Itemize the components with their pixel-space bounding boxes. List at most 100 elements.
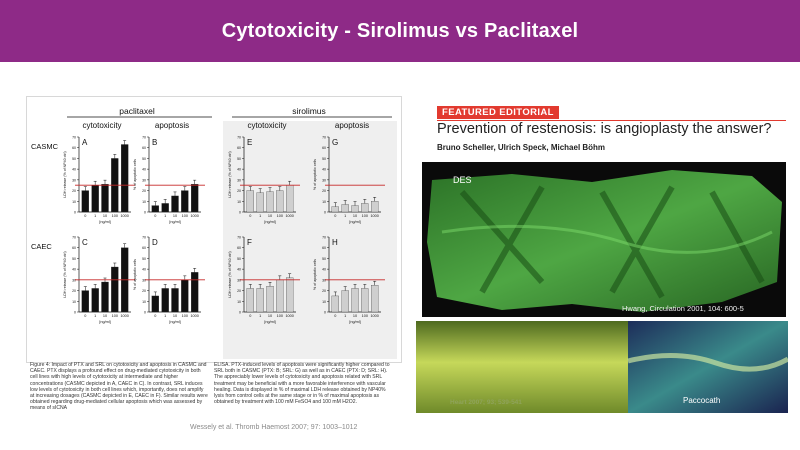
x-tick-label: 0 (154, 214, 156, 218)
figure-panel: paclitaxel sirolimus cytotoxicity apopto… (26, 96, 402, 363)
bar (121, 144, 129, 213)
x-tick-label: 10 (268, 314, 272, 318)
y-tick-label: 50 (142, 157, 146, 161)
citation-wessely: Wessely et al. Thromb Haemost 2007; 97: … (190, 424, 358, 431)
x-axis-label: [ng/ml] (349, 320, 360, 324)
y-tick-label: 70 (237, 136, 241, 140)
bar (91, 288, 99, 313)
hwang-citation: Hwang, Circulation 2001, 104: 600-5 (622, 304, 744, 313)
bar (361, 203, 369, 213)
y-tick-label: 30 (237, 178, 241, 182)
y-tick-label: 10 (142, 300, 146, 304)
bar (246, 288, 254, 313)
y-tick-label: 60 (142, 146, 146, 150)
y-tick-label: 10 (237, 300, 241, 304)
x-tick-label: 1000 (120, 314, 128, 318)
caption-right-column: ELISA. PTX-induced levels of apoptosis w… (214, 362, 390, 406)
y-tick-label: 50 (142, 257, 146, 261)
y-tick-label: 10 (72, 200, 76, 204)
paccocath-vessel-image (416, 321, 788, 413)
y-tick-label: 0 (239, 211, 241, 215)
x-tick-label: 1 (259, 214, 261, 218)
y-tick-label: 70 (72, 236, 76, 240)
x-tick-label: 100 (277, 214, 283, 218)
y-axis-label: % of apoptotic cells (313, 259, 317, 290)
y-tick-label: 50 (237, 257, 241, 261)
y-tick-label: 10 (72, 300, 76, 304)
caption-left-column: Figure 4: Impact of PTX and SRL on cytot… (30, 362, 208, 412)
x-axis-label: [ng/ml] (99, 320, 110, 324)
bar (286, 185, 294, 213)
bar (286, 277, 294, 313)
x-tick-label: 1 (164, 214, 166, 218)
y-tick-label: 40 (142, 268, 146, 272)
y-axis-label: LDH release (% of NP40 ctrl) (228, 251, 232, 297)
y-tick-label: 70 (322, 236, 326, 240)
y-tick-label: 0 (144, 211, 146, 215)
x-tick-label: 1 (259, 314, 261, 318)
y-tick-label: 60 (237, 146, 241, 150)
y-tick-label: 20 (142, 289, 146, 293)
y-tick-label: 10 (322, 200, 326, 204)
bar (91, 185, 99, 213)
bar (171, 195, 179, 213)
heart-citation: Heart 2007; 93; 539-541 (450, 399, 522, 406)
paccocath-label: Paccocath (683, 396, 721, 405)
sirolimus-background (223, 121, 397, 359)
col-header-cytotoxicity: cytotoxicity (247, 121, 286, 130)
x-tick-label: 1000 (285, 314, 293, 318)
x-tick-label: 100 (362, 214, 368, 218)
y-axis-label: LDH release (% of NP40 ctrl) (63, 151, 67, 197)
bar (171, 288, 179, 313)
bar (161, 288, 169, 313)
bar (191, 183, 199, 213)
x-tick-label: 0 (154, 314, 156, 318)
x-tick-label: 1000 (370, 314, 378, 318)
bar (331, 206, 339, 213)
y-tick-label: 30 (142, 278, 146, 282)
bar (111, 266, 119, 313)
x-tick-label: 1000 (190, 314, 198, 318)
x-axis-label: [ng/ml] (99, 220, 110, 224)
y-tick-label: 50 (72, 157, 76, 161)
x-tick-label: 100 (362, 314, 368, 318)
x-axis-label: [ng/ml] (264, 320, 275, 324)
y-tick-label: 60 (237, 246, 241, 250)
x-tick-label: 100 (112, 214, 118, 218)
x-tick-label: 10 (353, 314, 357, 318)
featured-editorial-badge: FEATURED EDITORIAL (437, 106, 559, 119)
y-tick-label: 10 (237, 200, 241, 204)
bar (151, 295, 159, 313)
y-tick-label: 20 (322, 189, 326, 193)
panel-letter: A (82, 138, 88, 147)
col-header-apoptosis: apoptosis (155, 121, 189, 130)
bar (276, 190, 284, 213)
y-axis-label: % of apoptotic cells (133, 259, 137, 290)
y-tick-label: 40 (237, 268, 241, 272)
y-tick-label: 50 (72, 257, 76, 261)
y-tick-label: 40 (322, 268, 326, 272)
row-label-caec: CAEC (31, 242, 52, 251)
bar (81, 190, 89, 213)
x-tick-label: 100 (182, 214, 188, 218)
bar (276, 279, 284, 313)
des-fluorescence-image (422, 162, 786, 317)
figure-caption: Figure 4: Impact of PTX and SRL on cytot… (30, 362, 400, 426)
y-tick-label: 0 (74, 211, 76, 215)
y-tick-label: 50 (322, 257, 326, 261)
bar (181, 190, 189, 213)
x-tick-label: 10 (353, 214, 357, 218)
y-tick-label: 10 (142, 200, 146, 204)
bar (341, 204, 349, 213)
bar (361, 288, 369, 313)
y-tick-label: 60 (142, 246, 146, 250)
drug-label-sirolimus: sirolimus (292, 106, 326, 116)
y-tick-label: 70 (322, 136, 326, 140)
col-header-cytotoxicity: cytotoxicity (82, 121, 121, 130)
panel-letter: C (82, 238, 88, 247)
bar (101, 183, 109, 213)
x-tick-label: 1 (94, 314, 96, 318)
y-tick-label: 0 (144, 311, 146, 315)
x-tick-label: 10 (268, 214, 272, 218)
